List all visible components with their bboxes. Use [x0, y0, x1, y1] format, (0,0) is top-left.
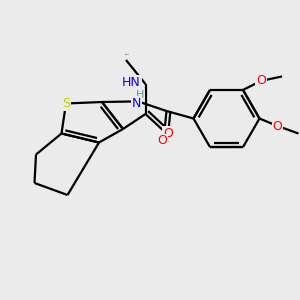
Text: O: O [157, 134, 167, 148]
Text: O: O [273, 119, 282, 133]
Text: H: H [136, 90, 145, 100]
Text: HN: HN [122, 76, 141, 89]
Text: N: N [132, 97, 141, 110]
Text: O: O [256, 74, 266, 87]
Text: O: O [163, 127, 173, 140]
Text: methyl: methyl [124, 53, 129, 55]
Text: S: S [62, 97, 70, 110]
